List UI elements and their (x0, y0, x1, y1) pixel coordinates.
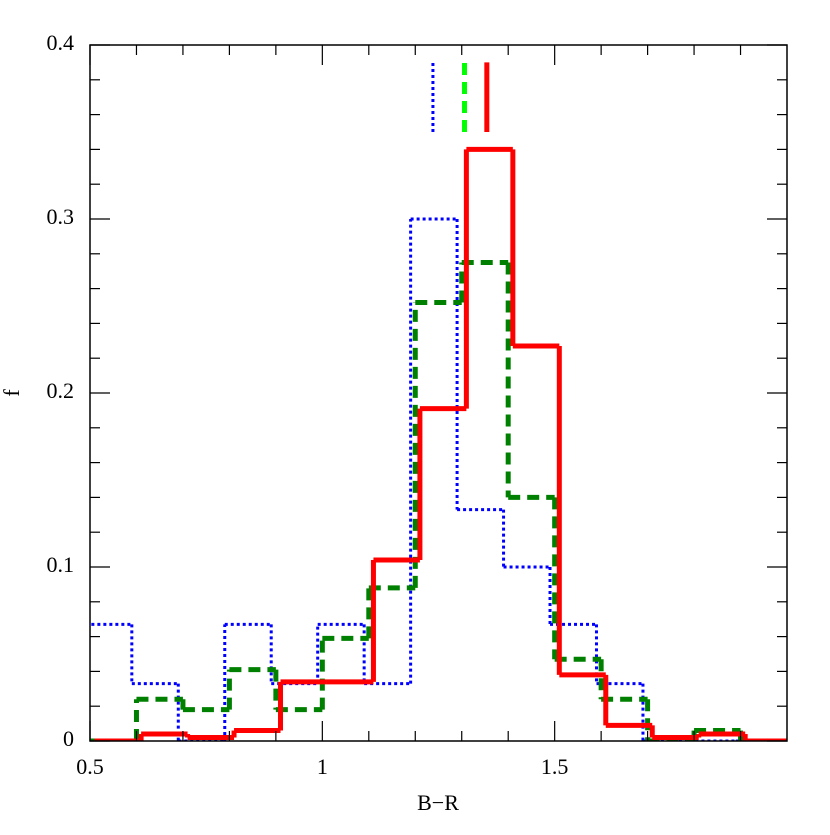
y-tick-label: 0.1 (47, 552, 75, 577)
y-tick-label: 0.2 (47, 378, 75, 403)
y-tick-label: 0 (63, 726, 74, 751)
x-tick-label: 1.5 (541, 754, 569, 779)
y-tick-label: 0.4 (47, 30, 75, 55)
y-tick-label: 0.3 (47, 204, 75, 229)
x-axis-label: B−R (417, 790, 459, 815)
y-axis-label: f (0, 389, 24, 397)
plot-area (90, 146, 787, 741)
plot-frame (89, 44, 788, 742)
x-tick-label: 0.5 (76, 754, 104, 779)
x-tick-label: 1 (317, 754, 328, 779)
